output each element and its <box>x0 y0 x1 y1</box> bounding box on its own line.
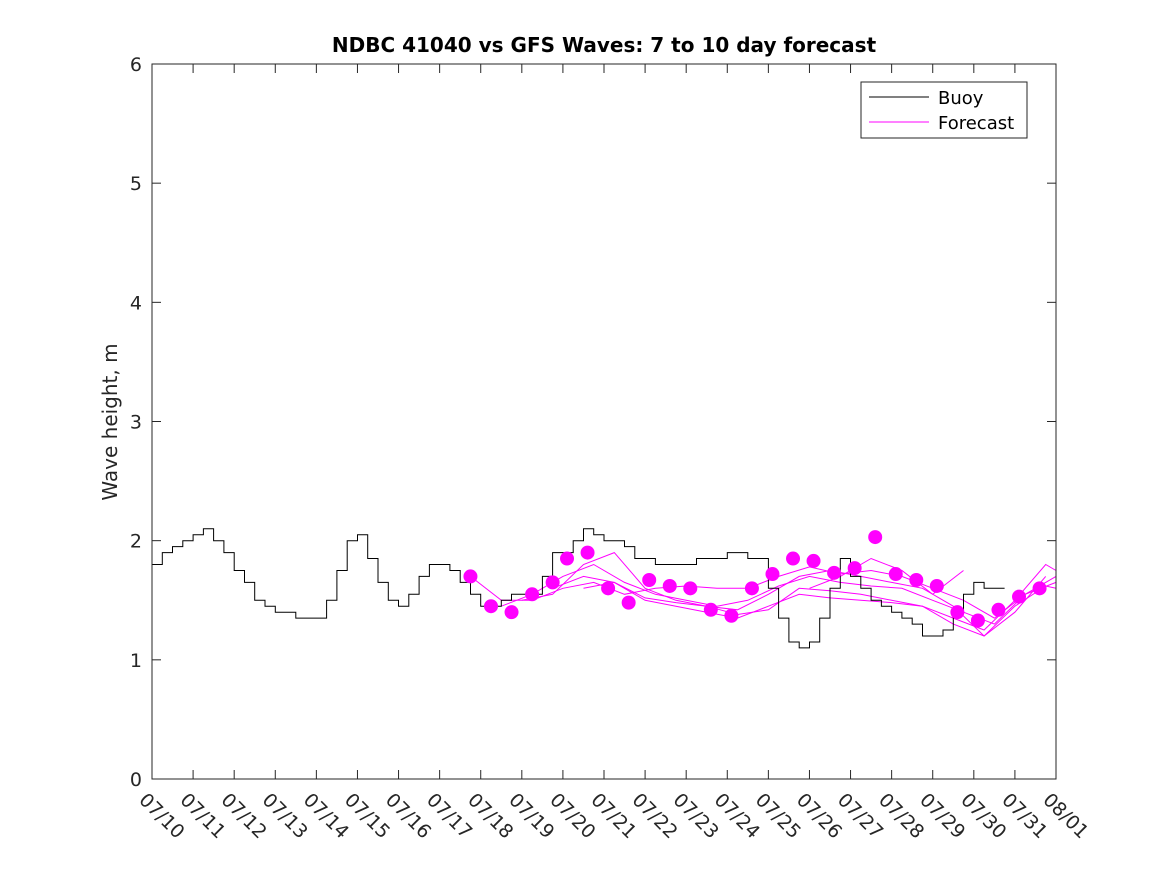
forecast-point <box>703 602 718 617</box>
forecast-point <box>580 545 595 560</box>
legend-forecast-label: Forecast <box>938 113 1014 134</box>
forecast-point <box>545 575 560 590</box>
forecast-point <box>1032 581 1047 596</box>
forecast-points <box>463 530 1047 628</box>
forecast-point <box>970 613 985 628</box>
forecast-point <box>724 608 739 623</box>
forecast-point <box>621 595 636 610</box>
forecast-point <box>847 561 862 576</box>
legend-box <box>860 81 1028 139</box>
forecast-point <box>786 551 801 566</box>
forecast-point <box>642 572 657 587</box>
forecast-point <box>1012 589 1027 604</box>
forecast-point <box>827 565 842 580</box>
plot-area <box>152 64 1056 779</box>
forecast-point <box>806 553 821 568</box>
forecast-lines <box>470 552 1057 637</box>
y-tick-label: 5 <box>130 173 142 195</box>
forecast-point <box>601 581 616 596</box>
buoy-line-group <box>152 528 1005 649</box>
y-tick-label: 2 <box>130 531 142 553</box>
forecast-point <box>868 530 883 545</box>
forecast-run-line <box>552 563 1057 631</box>
y-axis: 0 1 2 3 4 5 6 <box>130 54 1056 791</box>
y-tick-label: 4 <box>130 292 142 314</box>
forecast-run-line <box>470 566 1057 619</box>
forecast-point <box>991 602 1006 617</box>
forecast-point <box>484 599 498 614</box>
forecast-point <box>560 551 575 566</box>
y-tick-label: 0 <box>130 769 142 791</box>
forecast-point <box>683 581 698 596</box>
forecast-point <box>662 578 677 593</box>
forecast-point <box>929 578 944 593</box>
y-tick-label: 6 <box>130 54 142 76</box>
legend: Buoy Forecast <box>860 81 1028 139</box>
forecast-point <box>909 572 924 587</box>
buoy-line <box>152 528 1005 649</box>
y-axis-label: Wave height, m <box>98 343 122 500</box>
forecast-point <box>950 605 965 620</box>
forecast-point <box>765 567 780 582</box>
chart-title: NDBC 41040 vs GFS Waves: 7 to 10 day for… <box>332 33 877 57</box>
forecast-point <box>525 587 540 602</box>
forecast-point <box>744 581 759 596</box>
legend-buoy-label: Buoy <box>938 88 984 109</box>
forecast-point <box>463 569 478 584</box>
forecast-point <box>888 567 903 582</box>
forecast-point <box>504 605 519 620</box>
y-tick-label: 1 <box>130 650 142 672</box>
y-tick-label: 3 <box>130 412 142 434</box>
